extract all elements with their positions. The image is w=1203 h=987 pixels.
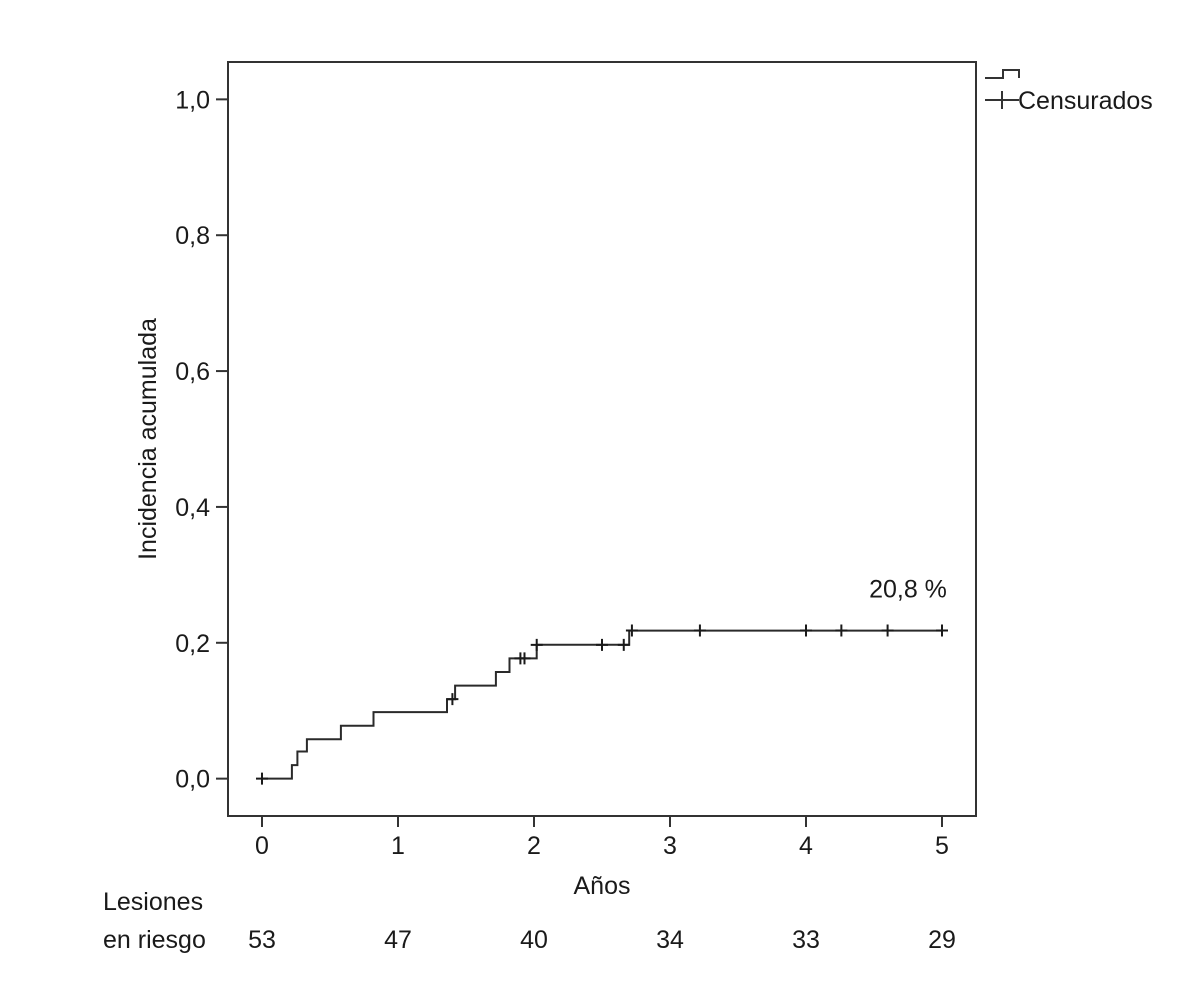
- x-tick-label: 3: [663, 832, 677, 860]
- risk-count: 29: [928, 926, 956, 954]
- x-axis-title: Años: [574, 872, 631, 900]
- y-tick-label: 0,4: [175, 494, 210, 522]
- censor-mark: [617, 638, 630, 651]
- y-tick-label: 1,0: [175, 86, 210, 114]
- censor-mark: [446, 693, 459, 706]
- risk-count: 53: [248, 926, 276, 954]
- censor-mark: [800, 624, 812, 637]
- risk-count: 33: [792, 926, 820, 954]
- x-axis: 0 1 2 3 4 5: [255, 816, 949, 860]
- annotation-label: 20,8 %: [869, 575, 947, 603]
- plot-frame: [227, 61, 977, 817]
- y-axis-title: Incidencia acumulada: [134, 318, 162, 560]
- risk-count: 34: [656, 926, 684, 954]
- x-tick-label: 2: [527, 832, 541, 860]
- legend: Censurados: [985, 69, 1153, 115]
- y-tick-label: 0,2: [175, 630, 210, 658]
- y-tick-label: 0,8: [175, 222, 210, 250]
- risk-table-label-line1: Lesiones: [103, 888, 203, 916]
- risk-table: Lesiones en riesgo 53 47 40 34 33 29: [103, 888, 956, 954]
- censor-mark: [596, 638, 608, 651]
- risk-count: 47: [384, 926, 412, 954]
- risk-table-label-line2: en riesgo: [103, 926, 206, 954]
- legend-entry-censurados: Censurados: [1018, 87, 1153, 115]
- incidence-step-line: [262, 629, 942, 780]
- censor-mark: [625, 624, 638, 637]
- censor-mark: [835, 624, 848, 637]
- x-tick-label: 5: [935, 832, 949, 860]
- plot-area: [227, 61, 977, 817]
- censor-mark: [518, 652, 531, 665]
- legend-step-icon: [985, 69, 1020, 79]
- y-tick-label: 0,6: [175, 358, 210, 386]
- x-tick-label: 4: [799, 832, 813, 860]
- series-incidence: [256, 624, 948, 785]
- legend-censor-icon: [985, 91, 1019, 109]
- x-tick-label: 0: [255, 832, 269, 860]
- censor-mark: [693, 624, 706, 637]
- censor-mark: [256, 772, 268, 785]
- y-axis: 0,0 0,2 0,4 0,6 0,8 1,0: [175, 86, 228, 794]
- censor-mark: [936, 624, 948, 637]
- censor-mark: [530, 638, 543, 651]
- x-tick-label: 1: [391, 832, 405, 860]
- risk-count: 40: [520, 926, 548, 954]
- censor-mark: [881, 624, 894, 637]
- y-tick-label: 0,0: [175, 766, 210, 794]
